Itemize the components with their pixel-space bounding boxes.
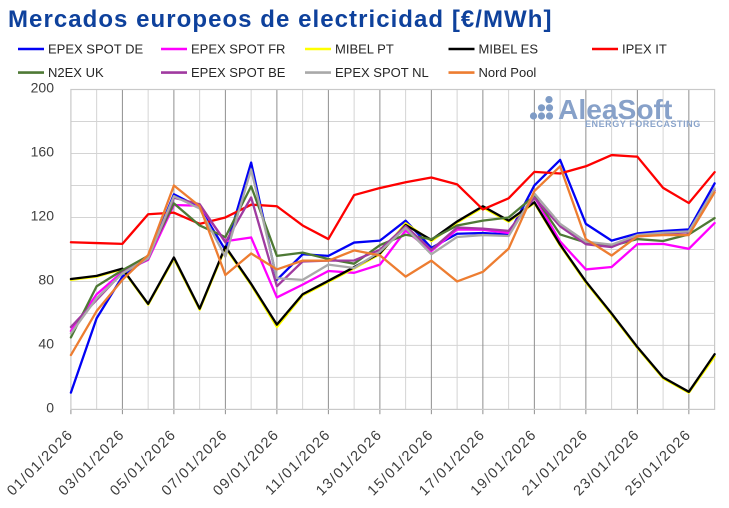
svg-text:EPEX SPOT NL: EPEX SPOT NL — [335, 65, 429, 80]
svg-text:EPEX SPOT BE: EPEX SPOT BE — [191, 65, 286, 80]
svg-text:Nord Pool: Nord Pool — [479, 65, 537, 80]
svg-text:160: 160 — [31, 144, 55, 160]
svg-text:ENERGY FORECASTING: ENERGY FORECASTING — [585, 119, 701, 129]
svg-text:80: 80 — [38, 272, 54, 288]
svg-text:IPEX IT: IPEX IT — [622, 42, 667, 57]
svg-text:40: 40 — [38, 336, 54, 352]
svg-text:MIBEL PT: MIBEL PT — [335, 42, 394, 57]
svg-text:MIBEL ES: MIBEL ES — [479, 42, 539, 57]
svg-text:200: 200 — [31, 80, 55, 96]
svg-text:0: 0 — [46, 400, 54, 416]
svg-text:N2EX UK: N2EX UK — [48, 65, 104, 80]
svg-text:EPEX SPOT DE: EPEX SPOT DE — [48, 42, 143, 57]
svg-text:120: 120 — [31, 208, 55, 224]
svg-text:EPEX SPOT FR: EPEX SPOT FR — [191, 42, 285, 57]
svg-text:AleaSoft: AleaSoft — [558, 93, 673, 125]
